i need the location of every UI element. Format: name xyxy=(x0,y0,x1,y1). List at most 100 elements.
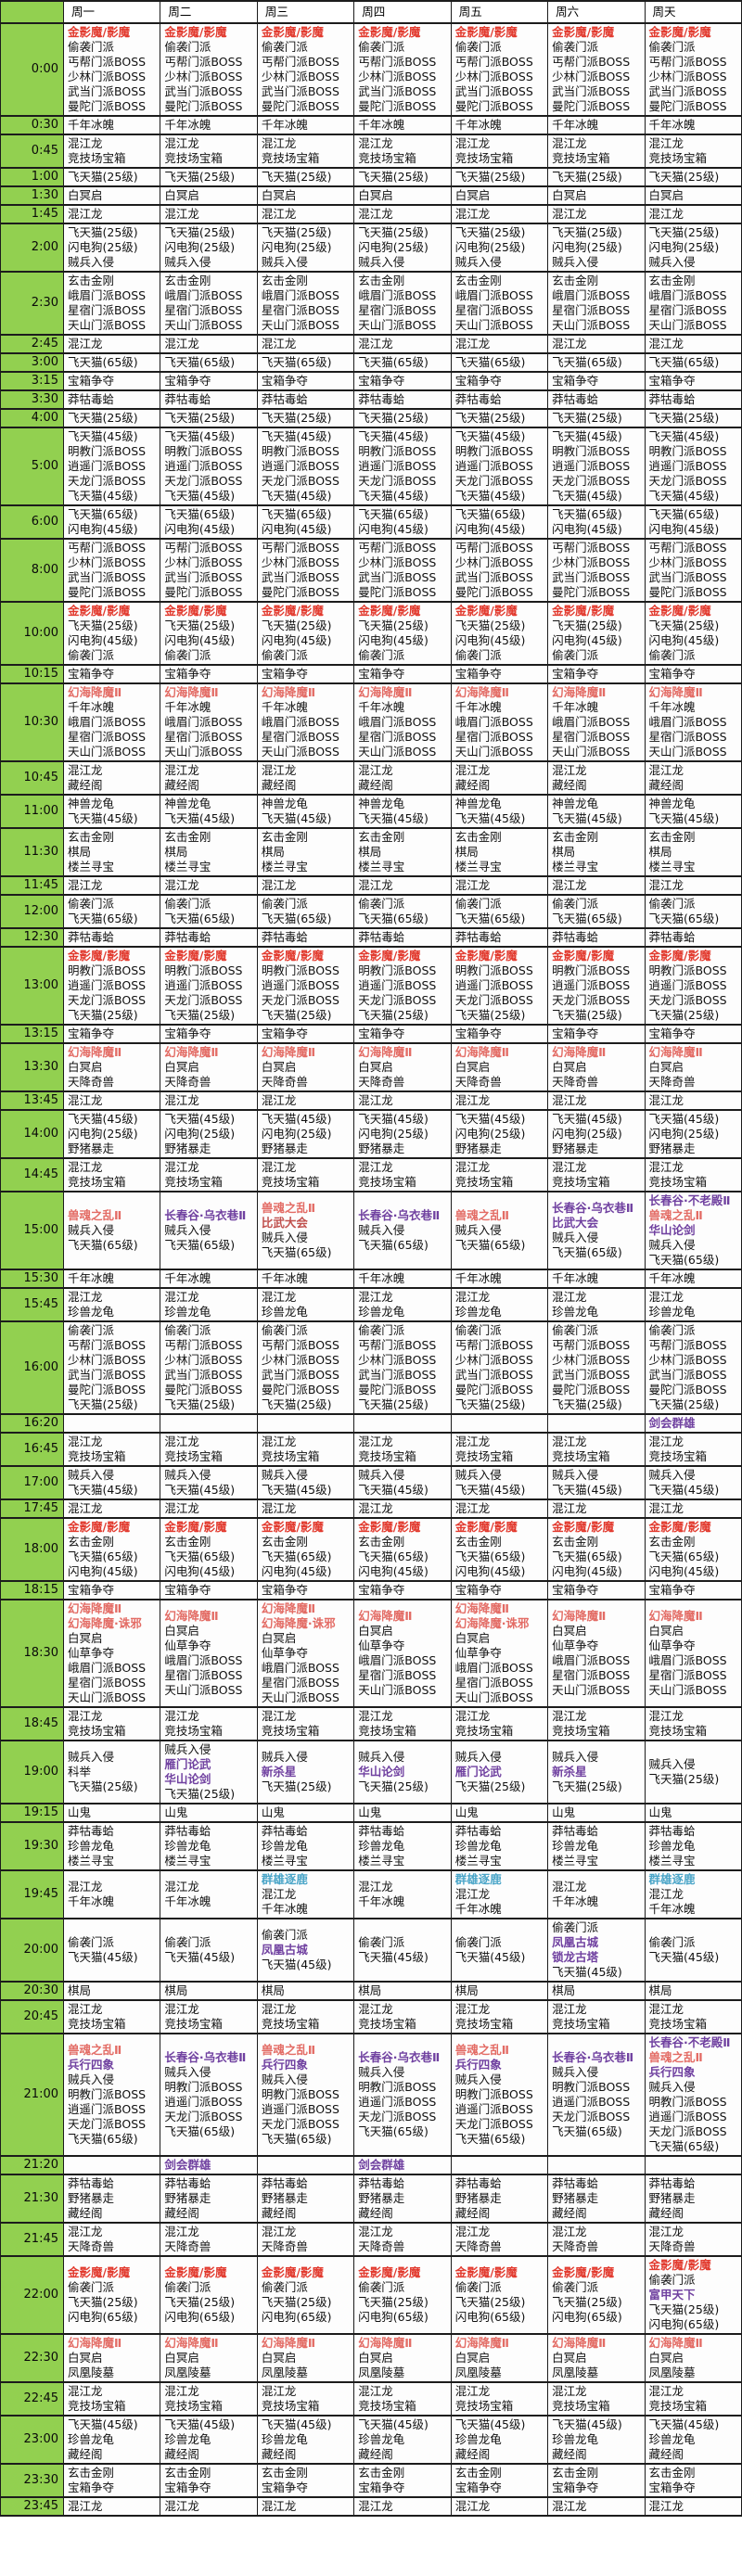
event-line: 金影魔/影魔 xyxy=(261,1520,324,1534)
event-line: 混江龙 xyxy=(164,1709,199,1723)
event-line: 天降奇兽 xyxy=(164,2239,211,2253)
schedule-row: 18:45 混江龙 竞技场宝箱 混江龙 竞技场宝箱 混江龙 竞技场宝箱 混江龙 竞技场宝箱 混江龙… xyxy=(0,1706,742,1741)
event-line: 混江龙 xyxy=(552,878,587,892)
event-line: 竞技场宝箱 xyxy=(261,2399,320,2413)
event-cell: 混江龙 xyxy=(160,875,258,896)
event-line: 混江龙 xyxy=(358,2002,393,2016)
event-cell: 混江龙 竞技场宝箱 xyxy=(644,1706,742,1741)
event-line: 天降奇兽 xyxy=(164,1075,211,1089)
event-cell: 混江龙 珍兽龙龟 xyxy=(644,1287,742,1322)
event-line: 莽牯毒蛤 xyxy=(552,2176,599,2190)
event-line: 飞天猫(45级) xyxy=(552,1112,622,1126)
event-line: 竞技场宝箱 xyxy=(164,151,223,165)
event-cell: 飞天猫(45级) 明教门派BOSS 逍遥门派BOSS 天龙门派BOSS 飞天猫(45级) xyxy=(256,427,355,506)
event-line: 宝箱争夺 xyxy=(68,2480,115,2494)
event-line: 凤凰陵墓 xyxy=(68,2366,115,2379)
event-line: 闪电狗(25级) xyxy=(454,1127,526,1141)
event-line: 飞天猫(65级) xyxy=(552,1245,622,1259)
event-line: 丐帮门派BOSS xyxy=(454,1338,533,1352)
event-line: 贼兵入侵 xyxy=(261,1750,308,1764)
event-line: 野猪暴走 xyxy=(648,1141,696,1155)
event-line: 明教门派BOSS xyxy=(68,2087,147,2101)
time-cell: 18:15 xyxy=(0,1580,64,1600)
event-line: 飞天猫(65级) xyxy=(68,1549,138,1563)
schedule-row: 23:30 玄击金刚 宝箱争夺 玄击金刚 宝箱争夺 玄击金刚 宝箱争夺 玄击金刚 宝箱争夺 玄击金… xyxy=(0,2463,742,2498)
event-cell: 飞天猫(65级) 闪电狗(45级) xyxy=(160,504,258,540)
event-line: 偷袭门派 xyxy=(454,648,502,662)
event-line: 白冥启 xyxy=(261,2351,297,2365)
time-cell: 17:00 xyxy=(0,1465,64,1500)
event-cell: 金影魔/影魔 偷袭门派 丐帮门派BOSS 少林门派BOSS 武当门派BOSS 曼陀门派BO… xyxy=(160,22,258,117)
event-line: 棋局 xyxy=(68,845,92,859)
event-line: 混江龙 xyxy=(68,2499,103,2513)
event-cell: 幻海降魔Ⅱ 白冥启 凤凰陵墓 xyxy=(644,2333,742,2383)
event-cell: 丐帮门派BOSS 少林门派BOSS 武当门派BOSS 曼陀门派BOSS xyxy=(353,538,452,603)
event-line: 幻海降魔Ⅱ xyxy=(358,2336,413,2350)
event-line: 混江龙 xyxy=(164,878,199,892)
event-line: 贼兵入侵 xyxy=(552,1231,599,1244)
event-line: 混江龙 xyxy=(648,136,684,150)
event-line: 混江龙 xyxy=(454,763,491,777)
event-line: 天龙门派BOSS xyxy=(164,474,243,488)
event-cell: 飞天猫(45级) 闪电狗(25级) 野猪暴走 xyxy=(353,1109,452,1159)
event-cell: 千年冰魄 xyxy=(450,115,549,135)
event-line: 武当门派BOSS xyxy=(164,84,243,98)
event-line: 偷袭门派 xyxy=(358,897,405,911)
event-line: 天龙门派BOSS xyxy=(358,474,437,488)
event-cell: 贼兵入侵 华山论剑 飞天猫(25级) xyxy=(353,1740,452,1804)
event-line: 混江龙 xyxy=(648,2225,684,2238)
time-cell: 2:45 xyxy=(0,334,64,354)
event-line: 混江龙 xyxy=(164,2499,199,2513)
event-line: 千年冰魄 xyxy=(164,700,211,714)
event-line: 珍兽龙龟 xyxy=(552,1839,599,1853)
event-line: 莽牯毒蛤 xyxy=(261,1824,308,1838)
event-line: 竞技场宝箱 xyxy=(164,2017,223,2031)
event-line: 藏经阁 xyxy=(648,2447,684,2461)
event-line: 闪电狗(45级) xyxy=(68,1564,138,1578)
event-line: 天龙门派BOSS xyxy=(358,993,437,1007)
event-line: 丐帮门派BOSS xyxy=(454,541,533,555)
event-line: 幻海降魔Ⅱ xyxy=(648,2336,703,2350)
event-line: 逍遥门派BOSS xyxy=(454,2102,533,2116)
event-cell: 混江龙 竞技场宝箱 xyxy=(450,1706,549,1741)
event-line: 飞天猫(65级) xyxy=(68,355,138,369)
event-line: 莽牯毒蛤 xyxy=(68,392,115,406)
event-line: 明教门派BOSS xyxy=(261,444,339,458)
event-cell: 玄击金刚 宝箱争夺 xyxy=(160,2463,258,2498)
event-line: 兵行四象 xyxy=(648,2065,696,2079)
event-cell: 混江龙 xyxy=(644,1498,742,1519)
schedule-row: 8:00 丐帮门派BOSS 少林门派BOSS 武当门派BOSS 曼陀门派BOSS 丐帮门派… xyxy=(0,538,742,603)
event-line: 贼兵入侵 xyxy=(648,1757,696,1771)
event-line: 兽魂之乱Ⅱ xyxy=(68,2043,122,2057)
event-line: 飞天猫(25级) xyxy=(648,1397,720,1411)
event-line: 玄击金刚 xyxy=(68,830,115,844)
event-line: 竞技场宝箱 xyxy=(454,2399,514,2413)
event-line: 混江龙 xyxy=(648,1435,684,1448)
schedule-row: 16:20 剑会群雄 xyxy=(0,1413,742,1434)
event-line: 星宿门派BOSS xyxy=(164,303,243,317)
event-cell: 玄击金刚 峨眉门派BOSS 星宿门派BOSS 天山门派BOSS xyxy=(644,271,742,336)
event-line: 闪电狗(45级) xyxy=(164,522,236,536)
schedule-row: 11:30 玄击金刚 棋局 楼兰寻宝 玄击金刚 棋局 楼兰寻宝 玄击金刚 棋局 楼兰寻宝 玄击金刚棋… xyxy=(0,827,742,877)
event-line: 天龙门派BOSS xyxy=(261,2117,339,2131)
event-cell: 莽牯毒蛤 珍兽龙龟 楼兰寻宝 xyxy=(644,1821,742,1871)
event-line: 逍遥门派BOSS xyxy=(358,978,437,992)
event-cell: 丐帮门派BOSS 少林门派BOSS 武当门派BOSS 曼陀门派BOSS xyxy=(62,538,161,603)
event-cell: 幻海降魔Ⅱ 千年冰魄 峨眉门派BOSS 星宿门派BOSS 天山门派BOSS xyxy=(256,682,355,762)
event-cell: 混江龙 xyxy=(644,875,742,896)
event-line: 玄击金刚 xyxy=(552,274,599,287)
event-cell: 混江龙 珍兽龙龟 xyxy=(450,1287,549,1322)
event-cell: 幻海降魔Ⅱ 白冥启 凤凰陵墓 xyxy=(62,2333,161,2383)
event-line: 混江龙 xyxy=(358,337,393,351)
schedule-row: 10:15 宝箱争夺 宝箱争夺 宝箱争夺 宝箱争夺 宝箱争夺 宝箱争夺 宝箱争夺 xyxy=(0,664,742,684)
event-cell: 幻海降魔Ⅱ 白冥启 天降奇兽 xyxy=(644,1042,742,1092)
event-line: 山鬼 xyxy=(358,1805,382,1819)
event-cell: 偷袭门派 丐帮门派BOSS 少林门派BOSS 武当门派BOSS 曼陀门派BOSS 飞天猫(… xyxy=(62,1320,161,1415)
event-line: 藏经阁 xyxy=(261,2206,297,2220)
event-cell: 混江龙 竞技场宝箱 xyxy=(160,1157,258,1192)
event-cell: 千年冰魄 xyxy=(450,1269,549,1289)
schedule-row: 2:30 玄击金刚 峨眉门派BOSS 星宿门派BOSS 天山门派BOSS 玄击金刚 峨眉门派… xyxy=(0,271,742,336)
event-line: 宝箱争夺 xyxy=(164,2480,211,2494)
event-line: 峨眉门派BOSS xyxy=(68,715,147,729)
event-cell: 莽牯毒蛤 野猪暴走 藏经阁 xyxy=(547,2174,646,2224)
